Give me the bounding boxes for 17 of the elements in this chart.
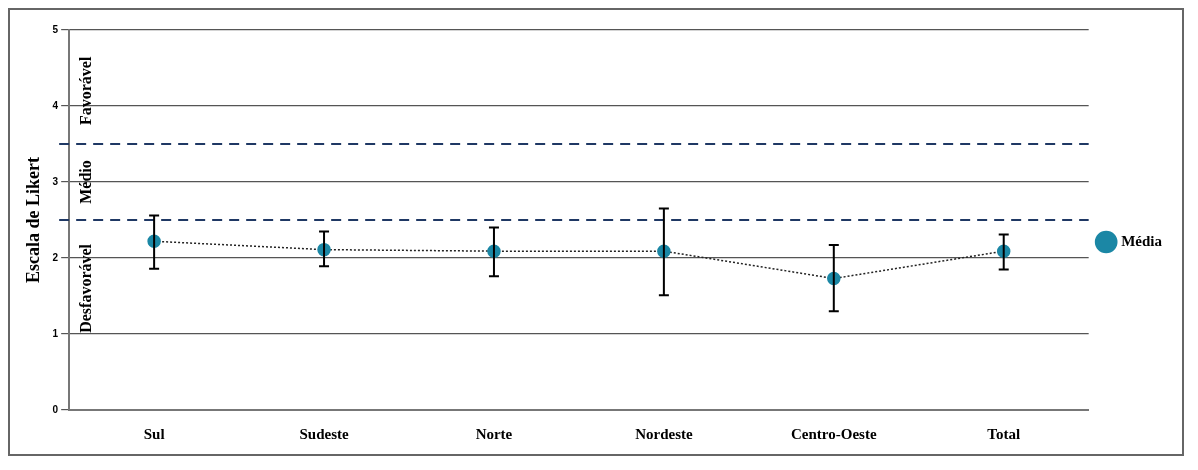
y-axis-title: Escala de Likert — [23, 157, 44, 283]
x-tick-label: Sul — [143, 425, 165, 442]
y-tick-label: 5 — [52, 23, 59, 35]
annotation: Médio — [77, 160, 95, 204]
y-tick-label: 1 — [52, 327, 59, 339]
y-tick-label: 3 — [52, 175, 59, 187]
y-tick-label: 2 — [52, 251, 59, 263]
x-tick-label: Total — [987, 425, 1021, 442]
annotation: Favorável — [77, 56, 95, 126]
x-tick-label: Norte — [475, 425, 513, 442]
x-tick-label: Centro-Oeste — [791, 425, 877, 442]
legend-label: Média — [1121, 232, 1163, 249]
x-tick-label: Sudeste — [299, 425, 349, 442]
y-tick-label: 0 — [52, 403, 59, 415]
x-tick-label: Nordeste — [635, 425, 693, 442]
y-tick-label: 4 — [52, 99, 59, 111]
annotation: Desfavorável — [77, 243, 95, 333]
